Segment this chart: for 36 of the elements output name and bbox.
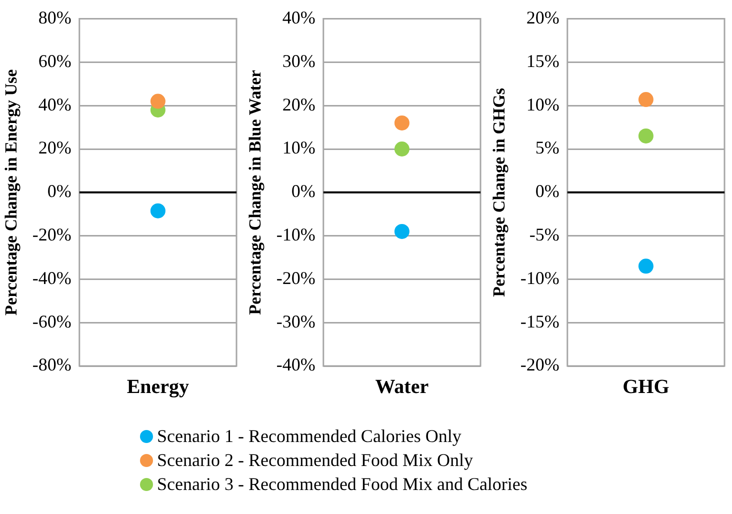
y-axis-title: Percentage Change in Energy Use	[2, 68, 21, 316]
y-axis-title: Percentage Change in Blue Water	[246, 70, 265, 315]
y-tick-label: -20%	[276, 268, 316, 288]
y-tick-label: 20%	[38, 138, 72, 158]
y-tick-label: -30%	[276, 311, 316, 332]
y-tick-label: -40%	[276, 354, 316, 375]
y-tick-label: -15%	[520, 311, 560, 332]
y-tick-label: 30%	[282, 50, 316, 71]
y-tick-label: -80%	[32, 354, 72, 375]
y-tick-label: 10%	[526, 94, 560, 114]
y-axis-title: Percentage Change in GHGs	[490, 88, 509, 297]
y-tick-label: -10%	[276, 224, 316, 245]
y-tick-label: -5%	[529, 224, 560, 245]
x-tick-label: Energy	[126, 376, 190, 398]
y-tick-label: 20%	[282, 94, 316, 114]
y-tick-label: 15%	[526, 50, 560, 71]
y-tick-label: 0%	[291, 181, 316, 202]
x-tick-label: Water	[375, 376, 429, 398]
y-tick-label: -40%	[32, 268, 72, 288]
legend-label: Scenario 2 - Recommended Food Mix Only	[157, 449, 473, 472]
y-tick-label: 60%	[38, 50, 72, 71]
y-tick-label: -20%	[520, 354, 560, 375]
y-tick-label: 20%	[526, 8, 560, 28]
y-tick-label: 10%	[282, 138, 316, 158]
legend-label: Scenario 3 - Recommended Food Mix and Calories	[157, 473, 528, 496]
y-tick-label: -20%	[32, 224, 72, 245]
y-tick-label: 40%	[282, 8, 316, 28]
y-tick-label: 80%	[38, 8, 72, 28]
y-tick-label: 5%	[535, 138, 560, 158]
y-tick-label: 0%	[535, 181, 560, 202]
y-tick-label: -10%	[520, 268, 560, 288]
x-tick-label: GHG	[622, 376, 670, 398]
y-tick-label: -60%	[32, 311, 72, 332]
y-tick-label: 40%	[38, 94, 72, 114]
y-tick-label: 0%	[47, 181, 72, 202]
legend-label: Scenario 1 - Recommended Calories Only	[157, 425, 462, 448]
